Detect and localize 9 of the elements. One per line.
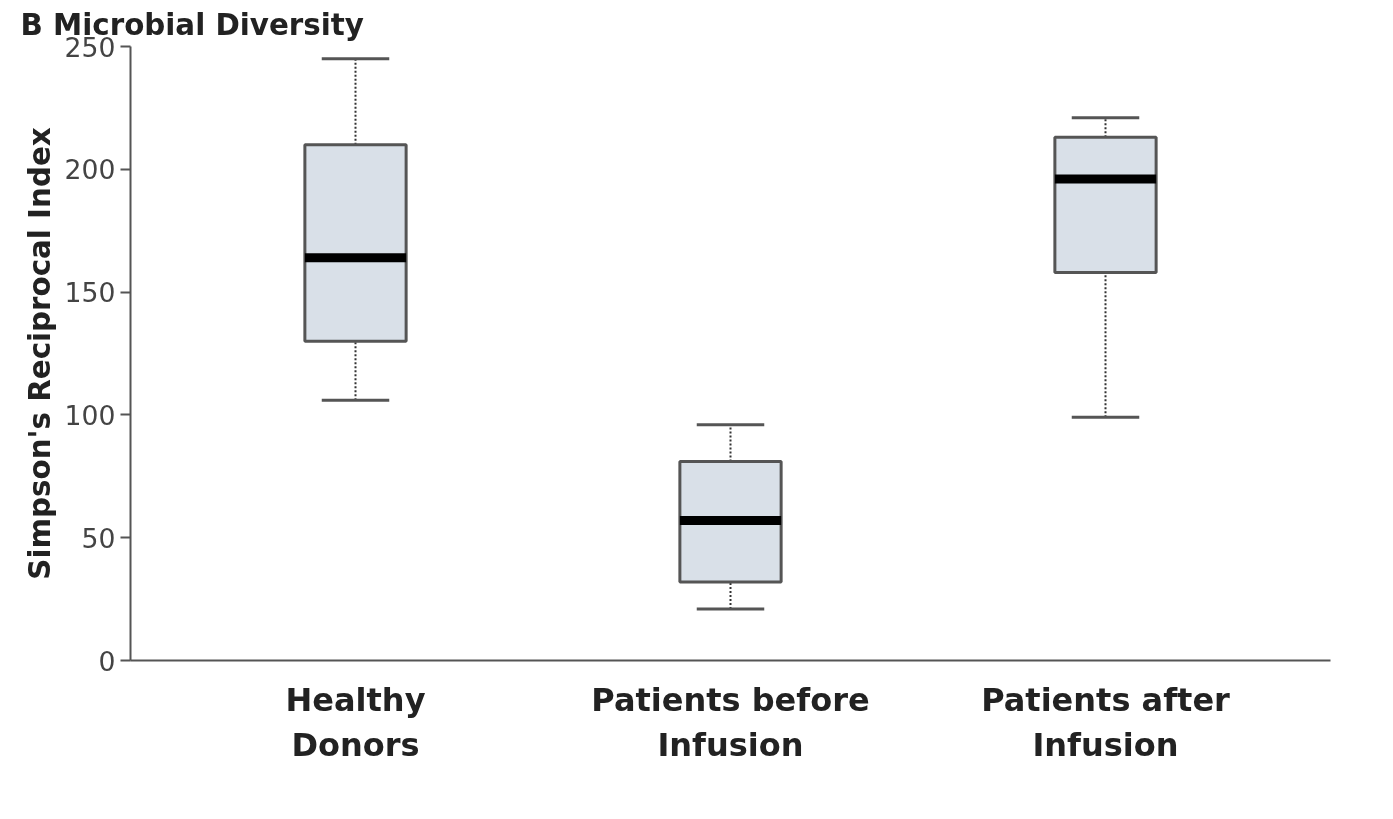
y-tick-label: 0 xyxy=(98,645,116,677)
y-tick-label: 150 xyxy=(64,277,116,309)
y-axis-title: Simpson's Reciprocal Index xyxy=(22,127,57,580)
y-tick-label: 200 xyxy=(64,154,116,186)
x-tick-label: Patients before Infusion xyxy=(591,680,870,765)
y-tick-label: 100 xyxy=(64,399,116,431)
x-tick-label: Healthy Donors xyxy=(285,680,426,765)
x-tick-label: Patients after Infusion xyxy=(981,680,1231,765)
y-tick-label: 50 xyxy=(81,522,116,554)
